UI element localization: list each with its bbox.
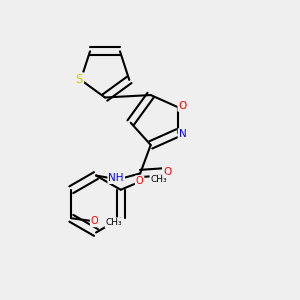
Text: O: O: [163, 167, 171, 177]
Text: O: O: [91, 216, 98, 226]
Text: O: O: [136, 176, 143, 186]
Text: CH₃: CH₃: [151, 175, 167, 184]
Text: O: O: [178, 101, 187, 111]
Text: N: N: [179, 129, 187, 139]
Text: CH₃: CH₃: [106, 218, 122, 227]
Text: NH: NH: [108, 173, 124, 183]
Text: S: S: [76, 74, 83, 86]
